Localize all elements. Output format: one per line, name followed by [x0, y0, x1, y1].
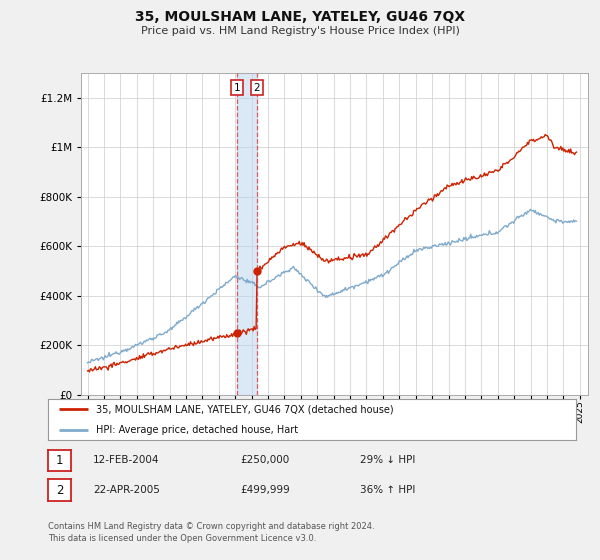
Text: 36% ↑ HPI: 36% ↑ HPI: [360, 485, 415, 495]
Text: Contains HM Land Registry data © Crown copyright and database right 2024.
This d: Contains HM Land Registry data © Crown c…: [48, 522, 374, 543]
Text: 22-APR-2005: 22-APR-2005: [93, 485, 160, 495]
Text: 12-FEB-2004: 12-FEB-2004: [93, 455, 160, 465]
Text: 2: 2: [254, 83, 260, 92]
Text: 29% ↓ HPI: 29% ↓ HPI: [360, 455, 415, 465]
Text: £250,000: £250,000: [240, 455, 289, 465]
Bar: [237, 73, 257, 395]
Text: Price paid vs. HM Land Registry's House Price Index (HPI): Price paid vs. HM Land Registry's House …: [140, 26, 460, 36]
Text: 1: 1: [233, 83, 240, 92]
Text: HPI: Average price, detached house, Hart: HPI: Average price, detached house, Hart: [95, 424, 298, 435]
Text: 35, MOULSHAM LANE, YATELEY, GU46 7QX: 35, MOULSHAM LANE, YATELEY, GU46 7QX: [135, 10, 465, 24]
Text: 35, MOULSHAM LANE, YATELEY, GU46 7QX (detached house): 35, MOULSHAM LANE, YATELEY, GU46 7QX (de…: [95, 404, 393, 414]
Text: 2: 2: [56, 483, 63, 497]
Text: £499,999: £499,999: [240, 485, 290, 495]
Text: 1: 1: [56, 454, 63, 467]
